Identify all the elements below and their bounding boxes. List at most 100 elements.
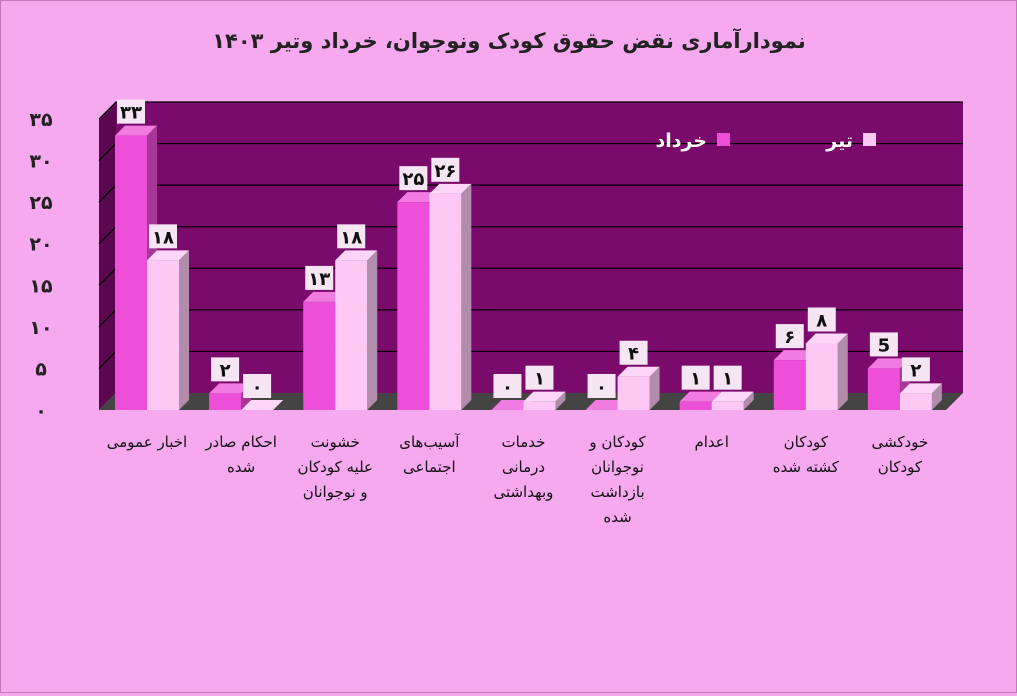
data-label: ۰ [502, 377, 513, 398]
y-tick-label: ۰ [35, 400, 47, 422]
bar [429, 193, 462, 410]
bar-top [241, 400, 284, 410]
data-label-box [807, 307, 836, 332]
legend-swatch [863, 133, 876, 146]
data-label: ۰ [252, 377, 263, 398]
x-tick-label: کشته شده [773, 458, 840, 476]
bar-side [837, 333, 848, 410]
bar-side [461, 183, 472, 410]
bar-side [931, 383, 942, 410]
y-tick-label: ۳۰ [29, 151, 52, 173]
bar-top [397, 192, 440, 203]
x-tick-label: درمانی [502, 458, 545, 476]
gridline [98, 101, 963, 120]
y-axis: ۰ ۵ ۱۰ ۱۵ ۲۰ ۲۵ ۳۰ ۳۵ [29, 109, 53, 422]
data-label: ۱ [722, 369, 733, 390]
bar-side [179, 250, 189, 410]
bar-side [743, 391, 754, 410]
bar-top [899, 383, 942, 394]
bar-side [649, 366, 660, 410]
bar-top [209, 383, 252, 394]
x-tick-label: اعدام [694, 433, 728, 451]
data-label: ۳۳ [120, 103, 142, 124]
bar [303, 301, 336, 410]
data-label-box [619, 340, 648, 365]
bar [711, 401, 744, 410]
bar-top [335, 250, 378, 261]
bar-side [367, 250, 378, 410]
y-tick-label: ۲۰ [29, 234, 52, 256]
data-label-box [901, 357, 930, 382]
bar-top [147, 250, 189, 261]
bar-top [303, 291, 346, 302]
data-label: ۴ [628, 344, 639, 365]
x-tick-label: خودکشی [872, 433, 929, 451]
x-tick-label: و نوجوانان [303, 483, 368, 501]
y-tick-label: ۳۵ [29, 109, 53, 131]
data-label: ۱ [534, 369, 545, 390]
y-tick-label: ۱۵ [29, 275, 53, 297]
bar-side [555, 391, 566, 410]
data-label-box [681, 365, 710, 390]
bar-top [491, 400, 534, 410]
data-label: ۰ [596, 377, 607, 398]
data-label: ۲ [910, 360, 921, 381]
x-tick-label: بازداشت [590, 483, 644, 501]
legend: خرداد تیر [655, 130, 876, 152]
x-tick-label: وبهداشتی [493, 483, 553, 501]
bar [397, 202, 430, 410]
data-label: ۱۳ [308, 269, 330, 290]
bar-top [585, 400, 628, 410]
data-label: ۲ [220, 360, 231, 381]
x-tick-label: کودکان و [588, 433, 646, 451]
data-label: ۱۸ [152, 227, 174, 248]
bar-top [773, 350, 816, 361]
data-label-box [117, 99, 145, 124]
x-tick-label: آسیب‌های [399, 433, 460, 451]
data-label-box [587, 374, 616, 398]
legend-swatch [717, 133, 730, 146]
bar [147, 260, 179, 410]
data-label: ۲۵ [402, 169, 424, 190]
x-tick-label: خدمات [502, 433, 546, 451]
data-label: ۱۸ [340, 227, 362, 248]
x-tick-label: علیه کودکان [297, 458, 373, 476]
data-label-box [305, 265, 334, 290]
x-axis: اخبار عمومی احکام صادر شده خشونت علیه کودکان… [107, 433, 928, 526]
data-label: 5 [878, 335, 891, 356]
bar-top [805, 333, 848, 344]
data-label-box [149, 224, 177, 249]
y-tick-label: ۱۰ [29, 317, 52, 339]
data-label-box [211, 357, 240, 382]
x-tick-label: شده [227, 458, 255, 476]
x-tick-label: نوجوانان [591, 458, 644, 476]
x-tick-label: اخبار عمومی [107, 433, 187, 451]
data-label: ۸ [816, 310, 827, 331]
data-label-box [775, 324, 804, 349]
data-label-box [431, 157, 460, 182]
legend-label: تیر [825, 130, 853, 152]
data-label-box [713, 365, 742, 390]
bar [679, 401, 712, 410]
x-tick-label: شده [603, 508, 631, 526]
bar [209, 393, 242, 410]
bar-top [523, 391, 566, 402]
data-label: ۲۶ [434, 161, 456, 182]
x-tick-label: کودکان [784, 433, 829, 451]
x-tick-label: اجتماعی [403, 458, 456, 476]
y-tick-label: ۲۵ [29, 192, 53, 214]
data-label-box [337, 224, 366, 249]
data-label-box [869, 332, 898, 357]
x-tick-label: احکام صادر [204, 433, 277, 451]
x-tick-label: کودکان [878, 458, 923, 476]
bar-top [679, 391, 722, 402]
bar-top [429, 183, 472, 194]
data-label-box [525, 365, 554, 390]
bar-top [867, 358, 910, 369]
data-label: ۶ [784, 327, 795, 348]
bar-top [617, 366, 660, 377]
data-label-box [243, 374, 272, 398]
bar [805, 343, 838, 410]
